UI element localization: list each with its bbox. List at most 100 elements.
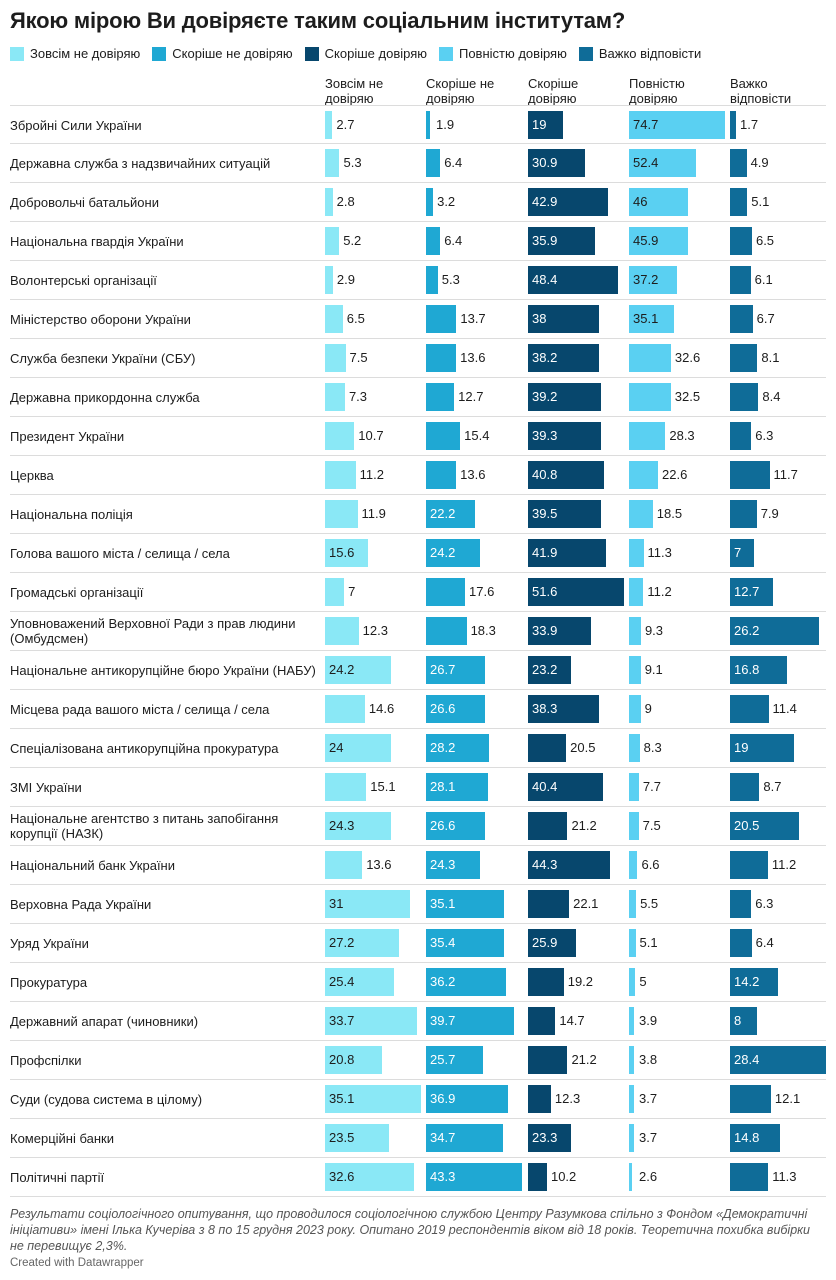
value-label: 7.7: [642, 779, 661, 794]
value-cell: 43.3: [426, 1163, 522, 1191]
value-label: 21.2: [571, 818, 597, 833]
value-cell: 40.4: [528, 773, 624, 801]
bar: [730, 890, 752, 918]
value-label: 2.6: [639, 1169, 658, 1184]
value-label: 13.7: [460, 311, 486, 326]
bar: [730, 1007, 758, 1035]
bar: [629, 461, 659, 489]
value-cell: 33.9: [528, 617, 624, 645]
value-cell: 18.3: [426, 617, 522, 645]
value-cell: 36.2: [426, 968, 522, 996]
bar: [629, 344, 671, 372]
value-cell: 45.9: [629, 227, 725, 255]
value-label: 48.4: [532, 272, 558, 287]
row-label: Державний апарат (чиновники): [10, 1013, 199, 1029]
value-label: 26.6: [430, 701, 456, 716]
table-row: Національна гвардія України 5.2 6.4 35.9 45.…: [10, 222, 826, 261]
bar: [528, 1046, 568, 1074]
value-cell: 5.3: [325, 149, 421, 177]
bar: [325, 188, 333, 216]
value-label: 28.2: [430, 740, 456, 755]
value-label: 14.7: [559, 1013, 585, 1028]
bar: [325, 851, 363, 879]
row-label: Уповноважений Верховної Ради з прав люди…: [10, 616, 296, 646]
value-label: 14.8: [734, 1130, 760, 1145]
table-row: Державна служба з надзвичайних ситуацій 5…: [10, 144, 826, 183]
value-cell: 24.3: [426, 851, 522, 879]
value-cell: 28.3: [629, 422, 725, 450]
value-cell: 11.3: [730, 1163, 826, 1191]
legend-item: Скоріше довіряю: [304, 46, 427, 61]
value-label: 3.7: [639, 1091, 658, 1106]
value-cell: 10.7: [325, 422, 421, 450]
value-cell: 20.5: [730, 812, 826, 840]
value-cell: 21.2: [528, 1046, 624, 1074]
table-row: Профспілки 20.8 25.7 21.2 3.8 28.4: [10, 1041, 826, 1080]
bar: [629, 695, 641, 723]
value-cell: 44.3: [528, 851, 624, 879]
value-label: 35.1: [430, 896, 456, 911]
row-label: ЗМІ України: [10, 779, 82, 795]
value-cell: 30.9: [528, 149, 624, 177]
row-label: Уряд України: [10, 935, 89, 951]
column-header: Важко відповісти: [730, 76, 792, 106]
bar: [325, 734, 391, 762]
value-label: 11.2: [771, 857, 797, 872]
datawrapper-credit-link[interactable]: Created with Datawrapper: [10, 1257, 144, 1269]
bar: [426, 656, 486, 684]
value-cell: 11.3: [629, 539, 725, 567]
bar: [325, 890, 410, 918]
value-label: 41.9: [532, 545, 558, 560]
table-row: Служба безпеки України (СБУ) 7.5 13.6 38.2 3…: [10, 339, 826, 378]
value-label: 7.5: [642, 818, 661, 833]
value-label: 20.5: [734, 818, 760, 833]
value-label: 3.2: [437, 194, 456, 209]
value-cell: 5.1: [730, 188, 826, 216]
bar: [629, 890, 637, 918]
value-label: 18.3: [470, 623, 496, 638]
value-label: 15.4: [464, 428, 490, 443]
value-cell: 10.2: [528, 1163, 624, 1191]
value-label: 13.6: [366, 857, 392, 872]
bar: [528, 227, 595, 255]
bar: [325, 111, 333, 139]
value-label: 19: [532, 117, 547, 132]
value-cell: 17.6: [426, 578, 522, 606]
value-cell: 14.8: [730, 1124, 826, 1152]
value-cell: 25.9: [528, 929, 624, 957]
value-cell: 11.7: [730, 461, 826, 489]
bar: [426, 383, 455, 411]
value-cell: 3.7: [629, 1124, 725, 1152]
bar: [730, 578, 773, 606]
bar: [528, 656, 572, 684]
table-row: Суди (судова система в цілому) 35.1 36.9 12…: [10, 1080, 826, 1119]
bar: [325, 773, 367, 801]
bar: [426, 1085, 508, 1113]
row-label: Верховна Рада України: [10, 896, 152, 912]
value-label: 22.2: [430, 506, 456, 521]
value-label: 2.8: [336, 194, 355, 209]
value-cell: 28.2: [426, 734, 522, 762]
value-cell: 2.8: [325, 188, 421, 216]
bar: [730, 1124, 781, 1152]
value-label: 24.3: [329, 818, 355, 833]
value-cell: 7.5: [629, 812, 725, 840]
bar: [730, 812, 800, 840]
table-row: Громадські організації 7 17.6 51.6 11.2 12.7: [10, 573, 826, 612]
value-label: 6.6: [641, 857, 660, 872]
bar: [629, 1085, 634, 1113]
bar: [528, 111, 564, 139]
table-row: Національне антикорупційне бюро України …: [10, 651, 826, 690]
bar: [629, 656, 641, 684]
value-cell: 34.7: [426, 1124, 522, 1152]
row-label: Президент України: [10, 428, 125, 444]
table-row: Національний банк України 13.6 24.3 44.3 6.6…: [10, 846, 826, 885]
value-cell: 16.8: [730, 656, 826, 684]
value-cell: 42.9: [528, 188, 624, 216]
value-label: 11.9: [361, 506, 386, 521]
bar: [730, 305, 753, 333]
value-label: 24.2: [430, 545, 456, 560]
bar: [730, 968, 778, 996]
value-cell: 23.2: [528, 656, 624, 684]
value-cell: 11.2: [629, 578, 725, 606]
